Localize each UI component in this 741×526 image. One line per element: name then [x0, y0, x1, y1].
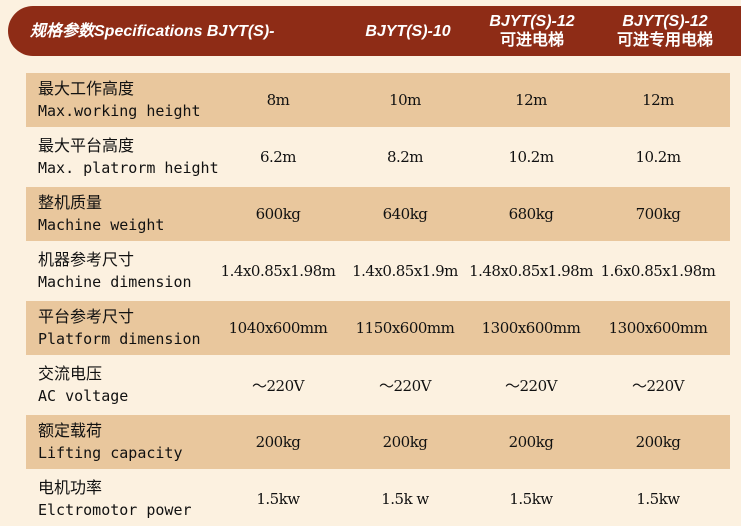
cell-value: 1.4x0.85x1.9m	[352, 262, 458, 280]
cell-value: 640kg	[382, 205, 428, 223]
header-label: 规格参数Specifications BJYT(S)-	[30, 22, 275, 40]
row-label: 机器参考尺寸 Machine dimension	[38, 248, 192, 294]
cell-value: 8.2m	[386, 148, 424, 166]
row-label: 额定载荷 Lifting capacity	[38, 419, 183, 465]
cell-value: 10.2m	[508, 148, 554, 166]
cell-value: 1040x600mm	[228, 319, 328, 337]
cell-value: 1.5kw	[509, 490, 553, 508]
cell-value: 1150x600mm	[355, 319, 455, 337]
table-row: 整机质量 Machine weight 600kg 640kg 680kg 700kg	[26, 187, 730, 241]
row-label-en: Lifting capacity	[38, 444, 183, 462]
row-label-en: Max.working height	[38, 102, 201, 120]
cell-value: 1.6x0.85x1.98m	[600, 262, 716, 280]
header-model-12: BJYT(S)-12 可进电梯	[470, 6, 594, 56]
header-model-12-special: BJYT(S)-12 可进专用电梯	[598, 6, 732, 56]
table-row: 最大平台高度 Max. platrorm height 6.2m 8.2m 10.2m 1…	[26, 130, 730, 184]
row-label-cn: 额定载荷	[38, 421, 103, 440]
table-row: 电机功率 Elctromotor power 1.5kw 1.5k w 1.5kw 1.5…	[26, 472, 730, 526]
cell-value: 1.5kw	[636, 490, 680, 508]
cell-value: 1.4x0.85x1.98m	[220, 262, 336, 280]
row-label-cn: 最大平台高度	[38, 136, 135, 155]
cell-value: 680kg	[508, 205, 554, 223]
row-label-en: Platform dimension	[38, 330, 201, 348]
row-label: 整机质量 Machine weight	[38, 191, 164, 237]
row-label: 电机功率 Elctromotor power	[38, 476, 192, 522]
row-label-cn: 整机质量	[38, 193, 103, 212]
header-label: BJYT(S)-12	[489, 13, 575, 30]
header-sublabel: 可进电梯	[499, 32, 564, 49]
header-label: BJYT(S)-12	[622, 13, 708, 30]
cell-value: 8m	[266, 91, 290, 109]
table-header: 规格参数Specifications BJYT(S)- BJYT(S)-10 B…	[8, 6, 741, 56]
row-label-en: Machine weight	[38, 216, 165, 234]
cell-value: ～220V	[379, 376, 431, 395]
cell-value: 1.48x0.85x1.98m	[469, 262, 593, 280]
cell-value: ～220V	[632, 376, 684, 395]
cell-value: 1.5kw	[256, 490, 300, 508]
row-label-cn: 交流电压	[38, 364, 103, 383]
cell-value: 10.2m	[635, 148, 681, 166]
table-row: 交流电压 AC voltage ～220V ～220V ～220V ～220V	[26, 358, 730, 412]
row-label: 平台参考尺寸 Platform dimension	[38, 305, 201, 351]
cell-value: 700kg	[635, 205, 681, 223]
header-model-10: BJYT(S)-10	[348, 6, 468, 56]
row-label-cn: 平台参考尺寸	[38, 307, 135, 326]
row-label-cn: 机器参考尺寸	[38, 250, 135, 269]
cell-value: 200kg	[635, 433, 681, 451]
cell-value: 1300x600mm	[481, 319, 581, 337]
header-label: BJYT(S)-10	[365, 22, 451, 40]
table-row: 最大工作高度 Max.working height 8m 10m 12m 12m	[26, 73, 730, 127]
header-specifications: 规格参数Specifications BJYT(S)-	[30, 6, 350, 56]
header-sublabel: 可进专用电梯	[616, 32, 713, 49]
cell-value: 1.5k w	[381, 490, 429, 508]
cell-value: 12m	[515, 91, 547, 109]
row-label: 最大工作高度 Max.working height	[38, 77, 201, 123]
row-label-cn: 最大工作高度	[38, 79, 135, 98]
row-label-en: Max. platrorm height	[38, 159, 219, 177]
cell-value: 200kg	[255, 433, 301, 451]
cell-value: 600kg	[255, 205, 301, 223]
row-label: 交流电压 AC voltage	[38, 362, 128, 408]
row-label-en: AC voltage	[38, 387, 129, 405]
row-label-cn: 电机功率	[38, 478, 103, 497]
cell-value: ～220V	[505, 376, 557, 395]
cell-value: ～220V	[252, 376, 304, 395]
cell-value: 200kg	[382, 433, 428, 451]
row-label: 最大平台高度 Max. platrorm height	[38, 134, 219, 180]
cell-value: 6.2m	[259, 148, 297, 166]
row-label-en: Elctromotor power	[38, 501, 192, 519]
cell-value: 200kg	[508, 433, 554, 451]
table-row: 平台参考尺寸 Platform dimension 1040x600mm 1150x6…	[26, 301, 730, 355]
row-label-en: Machine dimension	[38, 273, 192, 291]
cell-value: 10m	[389, 91, 421, 109]
table-row: 机器参考尺寸 Machine dimension 1.4x0.85x1.98m 1.4…	[26, 244, 730, 298]
cell-value: 1300x600mm	[608, 319, 708, 337]
table-row: 额定载荷 Lifting capacity 200kg 200kg 200kg 200kg	[26, 415, 730, 469]
cell-value: 12m	[642, 91, 674, 109]
